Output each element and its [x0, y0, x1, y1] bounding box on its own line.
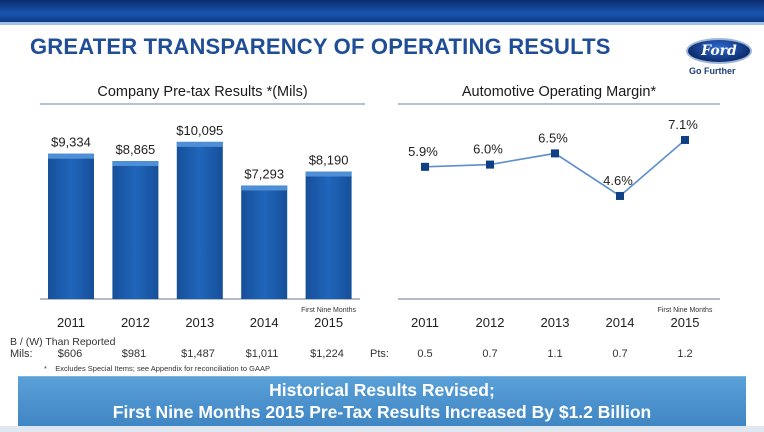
bar-value-label: $9,334 — [51, 135, 91, 150]
margin-point-2012 — [486, 160, 494, 169]
mils-adjustment-value: $606 — [57, 348, 83, 360]
bar-value-label: $7,293 — [244, 166, 284, 181]
pts-adjustment-value: 0.7 — [482, 348, 498, 360]
bar-value-label: $10,095 — [176, 123, 223, 138]
bar-chart-title: Company Pre-tax Results *(Mils) — [97, 84, 308, 100]
pts-label: Pts: — [370, 348, 389, 360]
bar-cap-2013 — [176, 141, 223, 147]
mils-adjustment-value: $981 — [121, 348, 147, 360]
bar-chart-title-rule — [40, 103, 365, 105]
pts-adjustment-value: 1.2 — [677, 348, 693, 360]
pts-adjustment-value: 1.1 — [547, 348, 563, 360]
bar-value-label: $8,865 — [116, 142, 156, 157]
line-x-tick-label: 2014 — [606, 315, 635, 330]
pts-adjustment-value: 0.5 — [417, 348, 433, 360]
mils-adjustment-value: $1,224 — [310, 348, 344, 360]
bottom-strip — [0, 426, 764, 432]
bar-x-tick-label: 2011 — [57, 315, 85, 330]
bar-note-2015: First Nine Months — [301, 307, 356, 314]
line-note-2015: First Nine Months — [658, 307, 713, 314]
mils-adjustment-value: $1,487 — [181, 348, 215, 360]
line-chart-title-rule — [398, 103, 720, 105]
line-x-tick-label: 2015 — [671, 315, 700, 330]
summary-banner: Historical Results Revised; First Nine M… — [18, 376, 746, 426]
logo-text: Ford — [701, 43, 737, 59]
margin-value-label: 6.5% — [538, 130, 568, 145]
slide-title: GREATER TRANSPARENCY OF OPERATING RESULT… — [30, 34, 611, 59]
bar-cap-2014 — [241, 185, 288, 191]
top-header-bar — [0, 0, 764, 22]
margin-point-2011 — [421, 162, 429, 171]
banner-line-2: First Nine Months 2015 Pre-Tax Results I… — [112, 402, 652, 422]
mils-label: Mils: — [10, 348, 33, 360]
pts-adjustment-value: 0.7 — [612, 348, 628, 360]
line-x-tick-label: 2013 — [541, 315, 570, 330]
footnote-marker: * — [44, 364, 47, 373]
line-x-tick-label: 2011 — [411, 315, 439, 330]
pre-tax-results-bar-chart: $9,334 2011 $8,865 2012 $10,095 2013 $7,293 201… — [40, 123, 360, 330]
bar-cap-2011 — [48, 153, 94, 159]
banner-line-1: Historical Results Revised; — [269, 380, 495, 400]
tagline: Go Further — [689, 66, 736, 76]
margin-point-2014 — [616, 191, 624, 200]
margin-point-2013 — [551, 149, 559, 158]
operating-margin-line-chart: 5.9% 2011 6.0% 2012 6.5% 2013 4.6% 2014 7.1% 2015… — [398, 117, 720, 330]
bar-x-tick-label: 2014 — [250, 315, 279, 330]
bar-2011 — [48, 153, 94, 299]
bar-cap-2012 — [112, 161, 159, 167]
margin-point-2015 — [681, 135, 689, 144]
margin-value-label: 4.6% — [603, 173, 633, 188]
footnote-text: Excludes Special Items; see Appendix for… — [55, 364, 270, 373]
bar-x-tick-label: 2015 — [314, 315, 343, 330]
bar-value-label: $8,190 — [309, 153, 349, 168]
adjustments-header: B / (W) Than Reported — [10, 336, 116, 348]
margin-series-line — [424, 139, 686, 197]
bar-2012 — [112, 161, 159, 299]
margin-value-label: 7.1% — [668, 117, 698, 132]
bar-2014 — [241, 185, 288, 299]
bar-cap-2015 — [305, 171, 352, 177]
bar-2013 — [176, 141, 223, 299]
line-chart-title: Automotive Operating Margin* — [461, 84, 657, 100]
header-accent-line — [0, 22, 764, 25]
bar-2015 — [305, 171, 352, 299]
mils-adjustment-value: $1,011 — [245, 348, 279, 360]
ford-logo: Ford — [686, 38, 752, 64]
margin-value-label: 6.0% — [473, 142, 503, 157]
bar-x-tick-label: 2013 — [185, 315, 214, 330]
line-x-tick-label: 2012 — [476, 315, 505, 330]
bar-x-tick-label: 2012 — [121, 315, 150, 330]
margin-value-label: 5.9% — [408, 144, 438, 159]
footnote: * Excludes Special Items; see Appendix f… — [44, 364, 270, 373]
